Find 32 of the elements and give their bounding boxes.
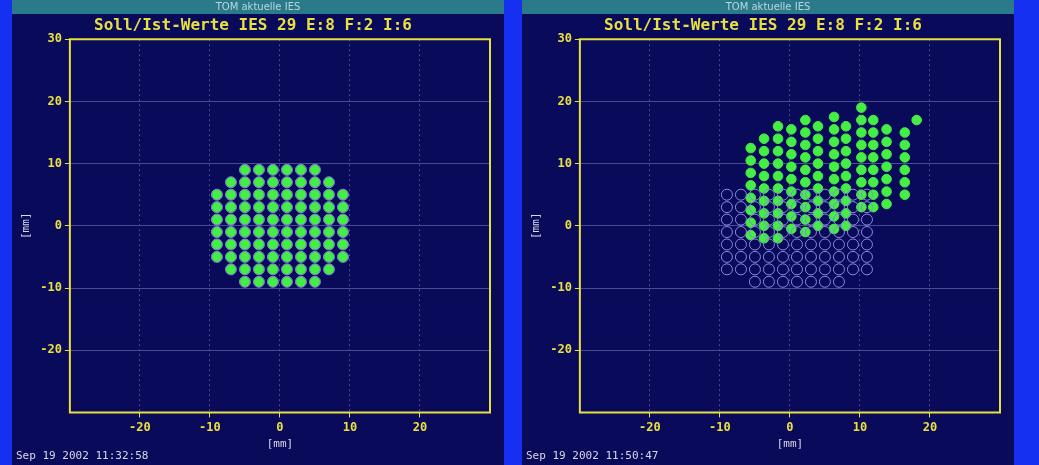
x-tick-label: 0 [276,419,284,434]
text: Sep 19 2002 11:32:58 [16,449,149,463]
x-axis-title: [mm] [266,437,294,451]
chart-subtitle: TOM aktuelle IES [12,0,504,14]
text: Sep 19 2002 11:50:47 [526,449,659,463]
x-tick-label: -10 [199,419,221,434]
x-axis-title: [mm] [776,437,804,451]
chart-subtitle: TOM aktuelle IES [522,0,1014,14]
x-tick-label: -20 [129,419,151,434]
y-tick-label: 30 [557,31,572,46]
y-tick-label: 20 [47,93,62,108]
y-tick-label: 0 [54,217,62,232]
x-tick-label: 10 [852,419,868,434]
y-tick-label: 20 [557,93,572,108]
y-tick-label: -20 [40,342,62,357]
y-tick-label: 0 [564,217,572,232]
y-tick-label: 30 [47,31,62,46]
chart-title: Soll/Ist-Werte IES 29 E:8 F:2 I:6 [604,14,922,34]
y-tick-label: -20 [550,342,572,357]
y-tick-label: 10 [557,155,572,170]
y-tick-label: 10 [47,155,62,170]
y-tick-label: -10 [550,280,572,295]
y-tick-label: -10 [40,280,62,295]
x-tick-label: 10 [342,419,358,434]
y-axis-title: [mm] [19,212,33,240]
x-tick-label: 0 [786,419,794,434]
x-tick-label: -10 [709,419,731,434]
y-axis-title: [mm] [529,212,543,240]
x-tick-label: 20 [922,419,938,434]
x-tick-label: -20 [639,419,661,434]
chart-title: Soll/Ist-Werte IES 29 E:8 F:2 I:6 [94,14,412,34]
x-tick-label: 20 [412,419,428,434]
